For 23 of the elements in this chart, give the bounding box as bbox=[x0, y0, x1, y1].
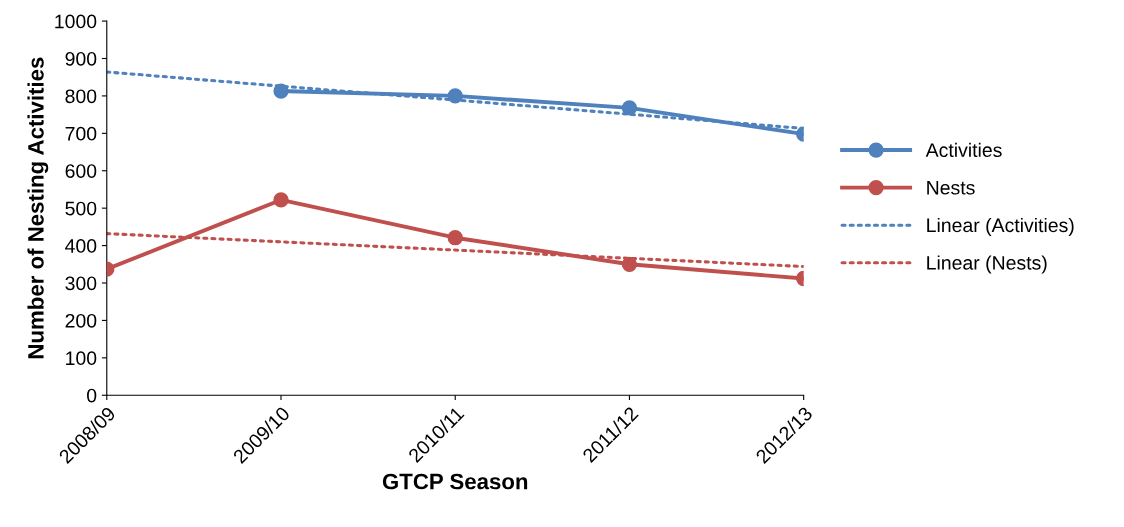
y-tick-label: 200 bbox=[65, 313, 97, 328]
legend-label: Linear (Nests) bbox=[927, 255, 1047, 274]
y-tick-label: 400 bbox=[65, 239, 97, 253]
legend-label: Linear (Activities) bbox=[927, 217, 1074, 236]
y-tick-label: 800 bbox=[65, 89, 97, 104]
point bbox=[273, 192, 289, 208]
y-tick-label: 300 bbox=[65, 276, 97, 291]
y-tick-label: 500 bbox=[65, 201, 97, 216]
y-tick-label: 700 bbox=[65, 126, 97, 141]
y-axis-title: Number of Nesting Activities bbox=[27, 57, 49, 359]
point bbox=[447, 230, 463, 246]
point bbox=[447, 88, 463, 104]
legend-label: Activities bbox=[925, 142, 1002, 158]
y-tick-label: 1000 bbox=[55, 14, 97, 29]
y-tick-label: 900 bbox=[65, 51, 97, 66]
point bbox=[621, 100, 638, 116]
legend-label: Nests bbox=[927, 181, 975, 195]
y-tick-label: 600 bbox=[65, 164, 97, 178]
x-axis-title: GTCP Season bbox=[382, 473, 528, 490]
point bbox=[273, 83, 289, 99]
point bbox=[621, 256, 638, 272]
y-tick-label: 0 bbox=[87, 388, 97, 403]
y-tick-label: 100 bbox=[66, 351, 97, 366]
